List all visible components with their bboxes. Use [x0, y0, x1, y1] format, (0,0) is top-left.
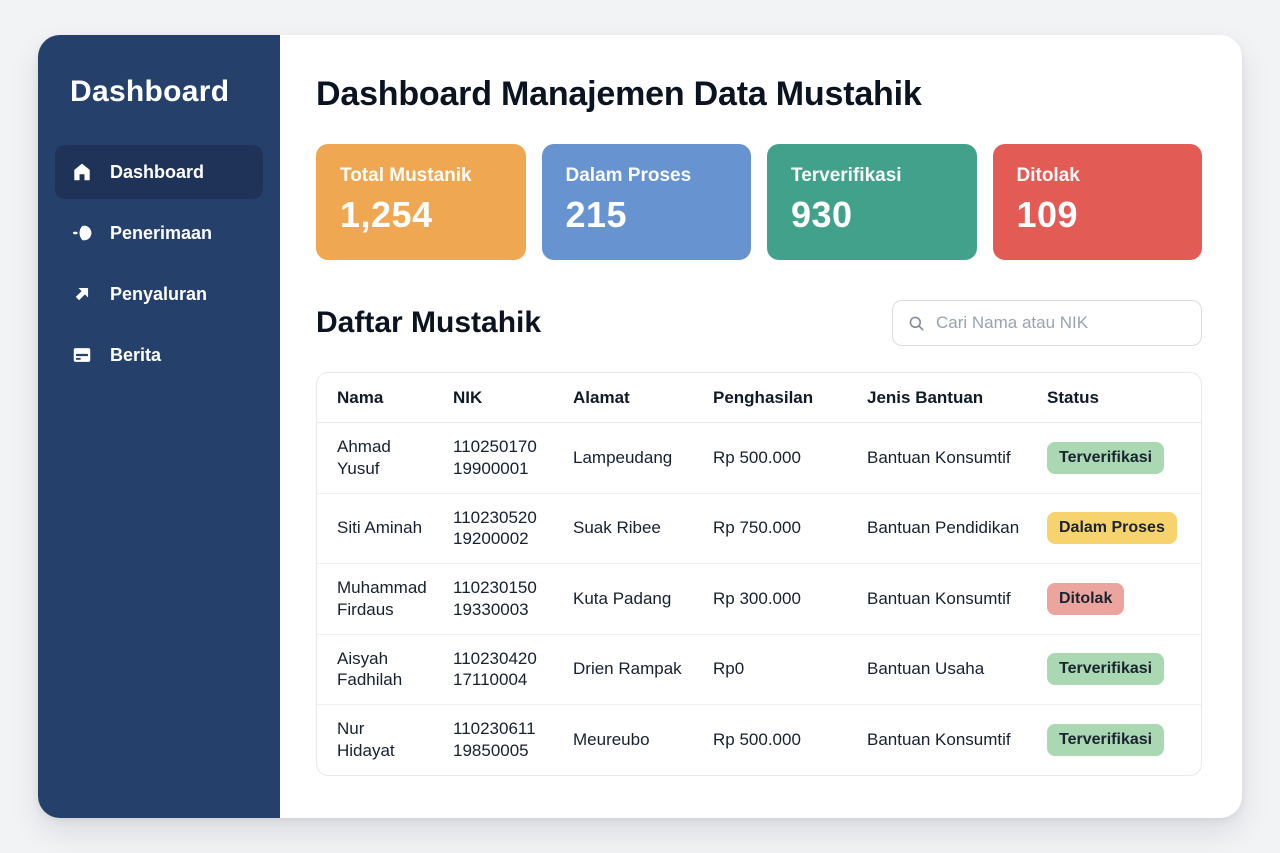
sidebar-item-penerimaan[interactable]: Penerimaan	[55, 206, 263, 260]
cell-status: Terverifikasi	[1039, 422, 1201, 494]
cell-jenis-bantuan: Bantuan Konsumtif	[859, 422, 1039, 494]
cell-penghasilan: Rp 500.000	[713, 729, 801, 749]
cell-penghasilan: Rp 500.000	[705, 422, 859, 494]
column-header-nik: NIK	[445, 373, 565, 423]
status-badge: Dalam Proses	[1047, 512, 1177, 545]
news-icon	[71, 344, 93, 366]
app-window: Dashboard Dashboard Penerimaan Penyalura…	[38, 35, 1242, 818]
stat-value: 930	[791, 194, 853, 235]
sidebar-item-berita[interactable]: Berita	[55, 328, 263, 382]
table-header-row: Nama NIK Alamat Penghasilan Jenis Bantua…	[317, 373, 1201, 423]
cell-nama: Nur Hidayat	[337, 719, 395, 760]
sidebar-item-label: Penyaluran	[110, 283, 208, 304]
sidebar-item-penyaluran[interactable]: Penyaluran	[55, 267, 263, 321]
status-badge: Terverifikasi	[1047, 723, 1165, 756]
home-icon	[71, 161, 93, 183]
list-section-header: Daftar Mustahik	[316, 300, 1202, 346]
cell-alamat: Lampeudang	[565, 422, 705, 494]
table-row[interactable]: Ahmad Yusuf 110250170 19900001 Lampeudan…	[317, 422, 1201, 494]
page-title: Dashboard Manajemen Data Mustahik	[316, 75, 922, 113]
mustahik-table: Nama NIK Alamat Penghasilan Jenis Bantua…	[317, 373, 1201, 775]
sidebar-item-label: Penerimaan	[110, 222, 213, 243]
cell-nama: Siti Aminah	[317, 493, 445, 564]
cell-nama: Ahmad Yusuf	[317, 422, 445, 494]
search-input[interactable]	[936, 313, 1187, 333]
cell-nik: 110230520 19200002	[445, 493, 565, 564]
mustahik-table-container: Nama NIK Alamat Penghasilan Jenis Bantua…	[316, 372, 1202, 776]
sidebar: Dashboard Dashboard Penerimaan Penyalura…	[38, 35, 280, 818]
stat-card-total-mustanik: Total Mustanik 1,254	[316, 144, 526, 260]
table-row[interactable]: Aisyah Fadhilah 110230420 17110004 Drien…	[317, 634, 1201, 705]
cell-status: Terverifikasi	[1039, 634, 1201, 705]
column-header-jenis-bantuan: Jenis Bantuan	[859, 373, 1039, 423]
stat-label: Ditolak	[1016, 165, 1080, 186]
stat-label: Total Mustanik	[340, 165, 472, 186]
sidebar-title: Dashboard	[70, 75, 230, 108]
cell-penghasilan: Rp0	[705, 634, 859, 705]
cell-penghasilan: Rp 300.000	[705, 563, 859, 635]
cell-jenis-bantuan: Bantuan Konsumtif	[859, 563, 1039, 635]
stat-value: 109	[1016, 194, 1079, 235]
stat-value: 215	[565, 194, 628, 235]
cell-nik: 110230420 17110004	[445, 634, 565, 705]
search-icon	[907, 314, 926, 333]
table-row[interactable]: Siti Aminah 110230520 19200002 Suak Ribe…	[317, 493, 1201, 564]
column-header-penghasilan: Penghasilan	[705, 373, 859, 423]
cell-status: Terverifikasi	[1039, 705, 1201, 775]
sidebar-nav: Dashboard Penerimaan Penyaluran Berita	[38, 145, 280, 382]
sidebar-item-label: Dashboard	[110, 161, 205, 182]
stat-card-dalam-proses: Dalam Proses 215	[541, 144, 751, 260]
cell-nik: 110230150 19330003	[445, 563, 565, 635]
cell-jenis-bantuan: Bantuan Usaha	[859, 634, 1039, 705]
cell-penghasilan: Rp 750.000	[705, 493, 859, 564]
stat-label: Terverifikasi	[791, 165, 902, 186]
column-header-status: Status	[1039, 373, 1201, 423]
sidebar-item-dashboard[interactable]: Dashboard	[55, 145, 263, 199]
column-header-nama: Nama	[317, 373, 445, 423]
status-badge: Terverifikasi	[1047, 441, 1165, 474]
column-header-alamat: Alamat	[565, 373, 705, 423]
distribution-arrow-icon	[71, 283, 93, 305]
cell-alamat: Kuta Padang	[565, 563, 705, 635]
intake-icon	[71, 222, 93, 244]
stat-card-terverifikasi: Terverifikasi 930	[767, 144, 977, 260]
search-box[interactable]	[892, 300, 1202, 346]
cell-nama: Aisyah Fadhilah	[317, 634, 445, 705]
stat-card-ditolak: Ditolak 109	[992, 144, 1202, 260]
status-badge: Terverifikasi	[1047, 653, 1165, 686]
table-row[interactable]: Muhammad Firdaus 110230150 19330003 Kuta…	[317, 563, 1201, 635]
cell-nama: Muhammad Firdaus	[317, 563, 445, 635]
table-row[interactable]: Nur Hidayat 110230611 19850005 Meureubo …	[317, 705, 1201, 775]
cell-alamat: Suak Ribee	[565, 493, 705, 564]
cell-jenis-bantuan: Bantuan Pendidikan	[859, 493, 1039, 564]
cell-alamat: Meureubo	[573, 729, 650, 749]
section-title: Daftar Mustahik	[316, 306, 542, 339]
stat-label: Dalam Proses	[565, 165, 692, 186]
stat-cards: Total Mustanik 1,254 Dalam Proses 215 Te…	[316, 144, 1202, 260]
main-content: Dashboard Manajemen Data Mustahik Total …	[280, 35, 1242, 818]
stat-value: 1,254	[340, 194, 433, 235]
cell-alamat: Drien Rampak	[565, 634, 705, 705]
cell-nik: 110250170 19900001	[445, 422, 565, 494]
cell-nik: 110230611 19850005	[453, 719, 536, 760]
status-badge: Ditolak	[1047, 582, 1125, 615]
cell-status: Ditolak	[1039, 563, 1201, 635]
sidebar-item-label: Berita	[110, 344, 162, 365]
cell-jenis-bantuan: Bantuan Konsumtif	[867, 729, 1011, 749]
cell-status: Dalam Proses	[1039, 493, 1201, 564]
